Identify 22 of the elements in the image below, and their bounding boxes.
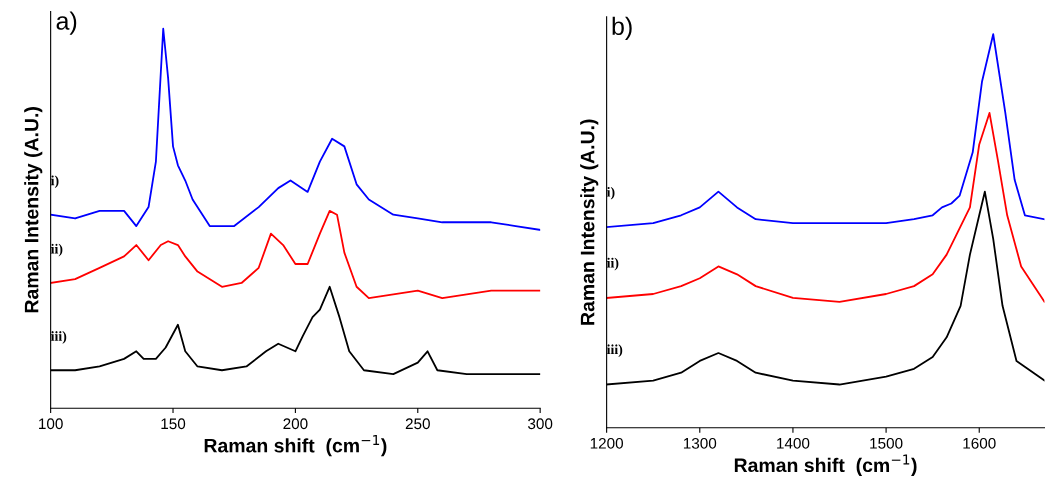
x-tick-label: 1300 <box>683 437 717 449</box>
series-label: i) <box>50 175 59 189</box>
series-label: iii) <box>606 344 623 357</box>
x-tick-label: 1600 <box>963 437 996 449</box>
y-axis-title: Raman Intensity (A.U.) <box>580 119 599 325</box>
x-axis-title: Raman shift (cm$^{−1}$) <box>734 454 917 476</box>
series-label: ii) <box>606 257 619 271</box>
x-tick-label: 300 <box>528 418 553 430</box>
y-axis-title: Raman Intensity (A.U.) <box>24 107 43 313</box>
series-label: ii) <box>50 243 63 257</box>
series-label: i) <box>606 186 615 200</box>
series-label: iii) <box>50 331 67 344</box>
x-tick-label: 250 <box>405 418 430 430</box>
chart-title: a) <box>56 11 77 35</box>
x-tick-label: 150 <box>161 418 186 430</box>
chart-title: b) <box>612 16 632 41</box>
x-tick-label: 1500 <box>870 437 903 449</box>
x-tick-label: 100 <box>39 418 63 430</box>
x-tick-label: 1400 <box>777 437 810 449</box>
x-tick-label: 200 <box>283 418 308 430</box>
x-axis-title: Raman shift (cm$^{−1}$) <box>204 434 387 457</box>
x-tick-label: 1200 <box>590 437 624 449</box>
